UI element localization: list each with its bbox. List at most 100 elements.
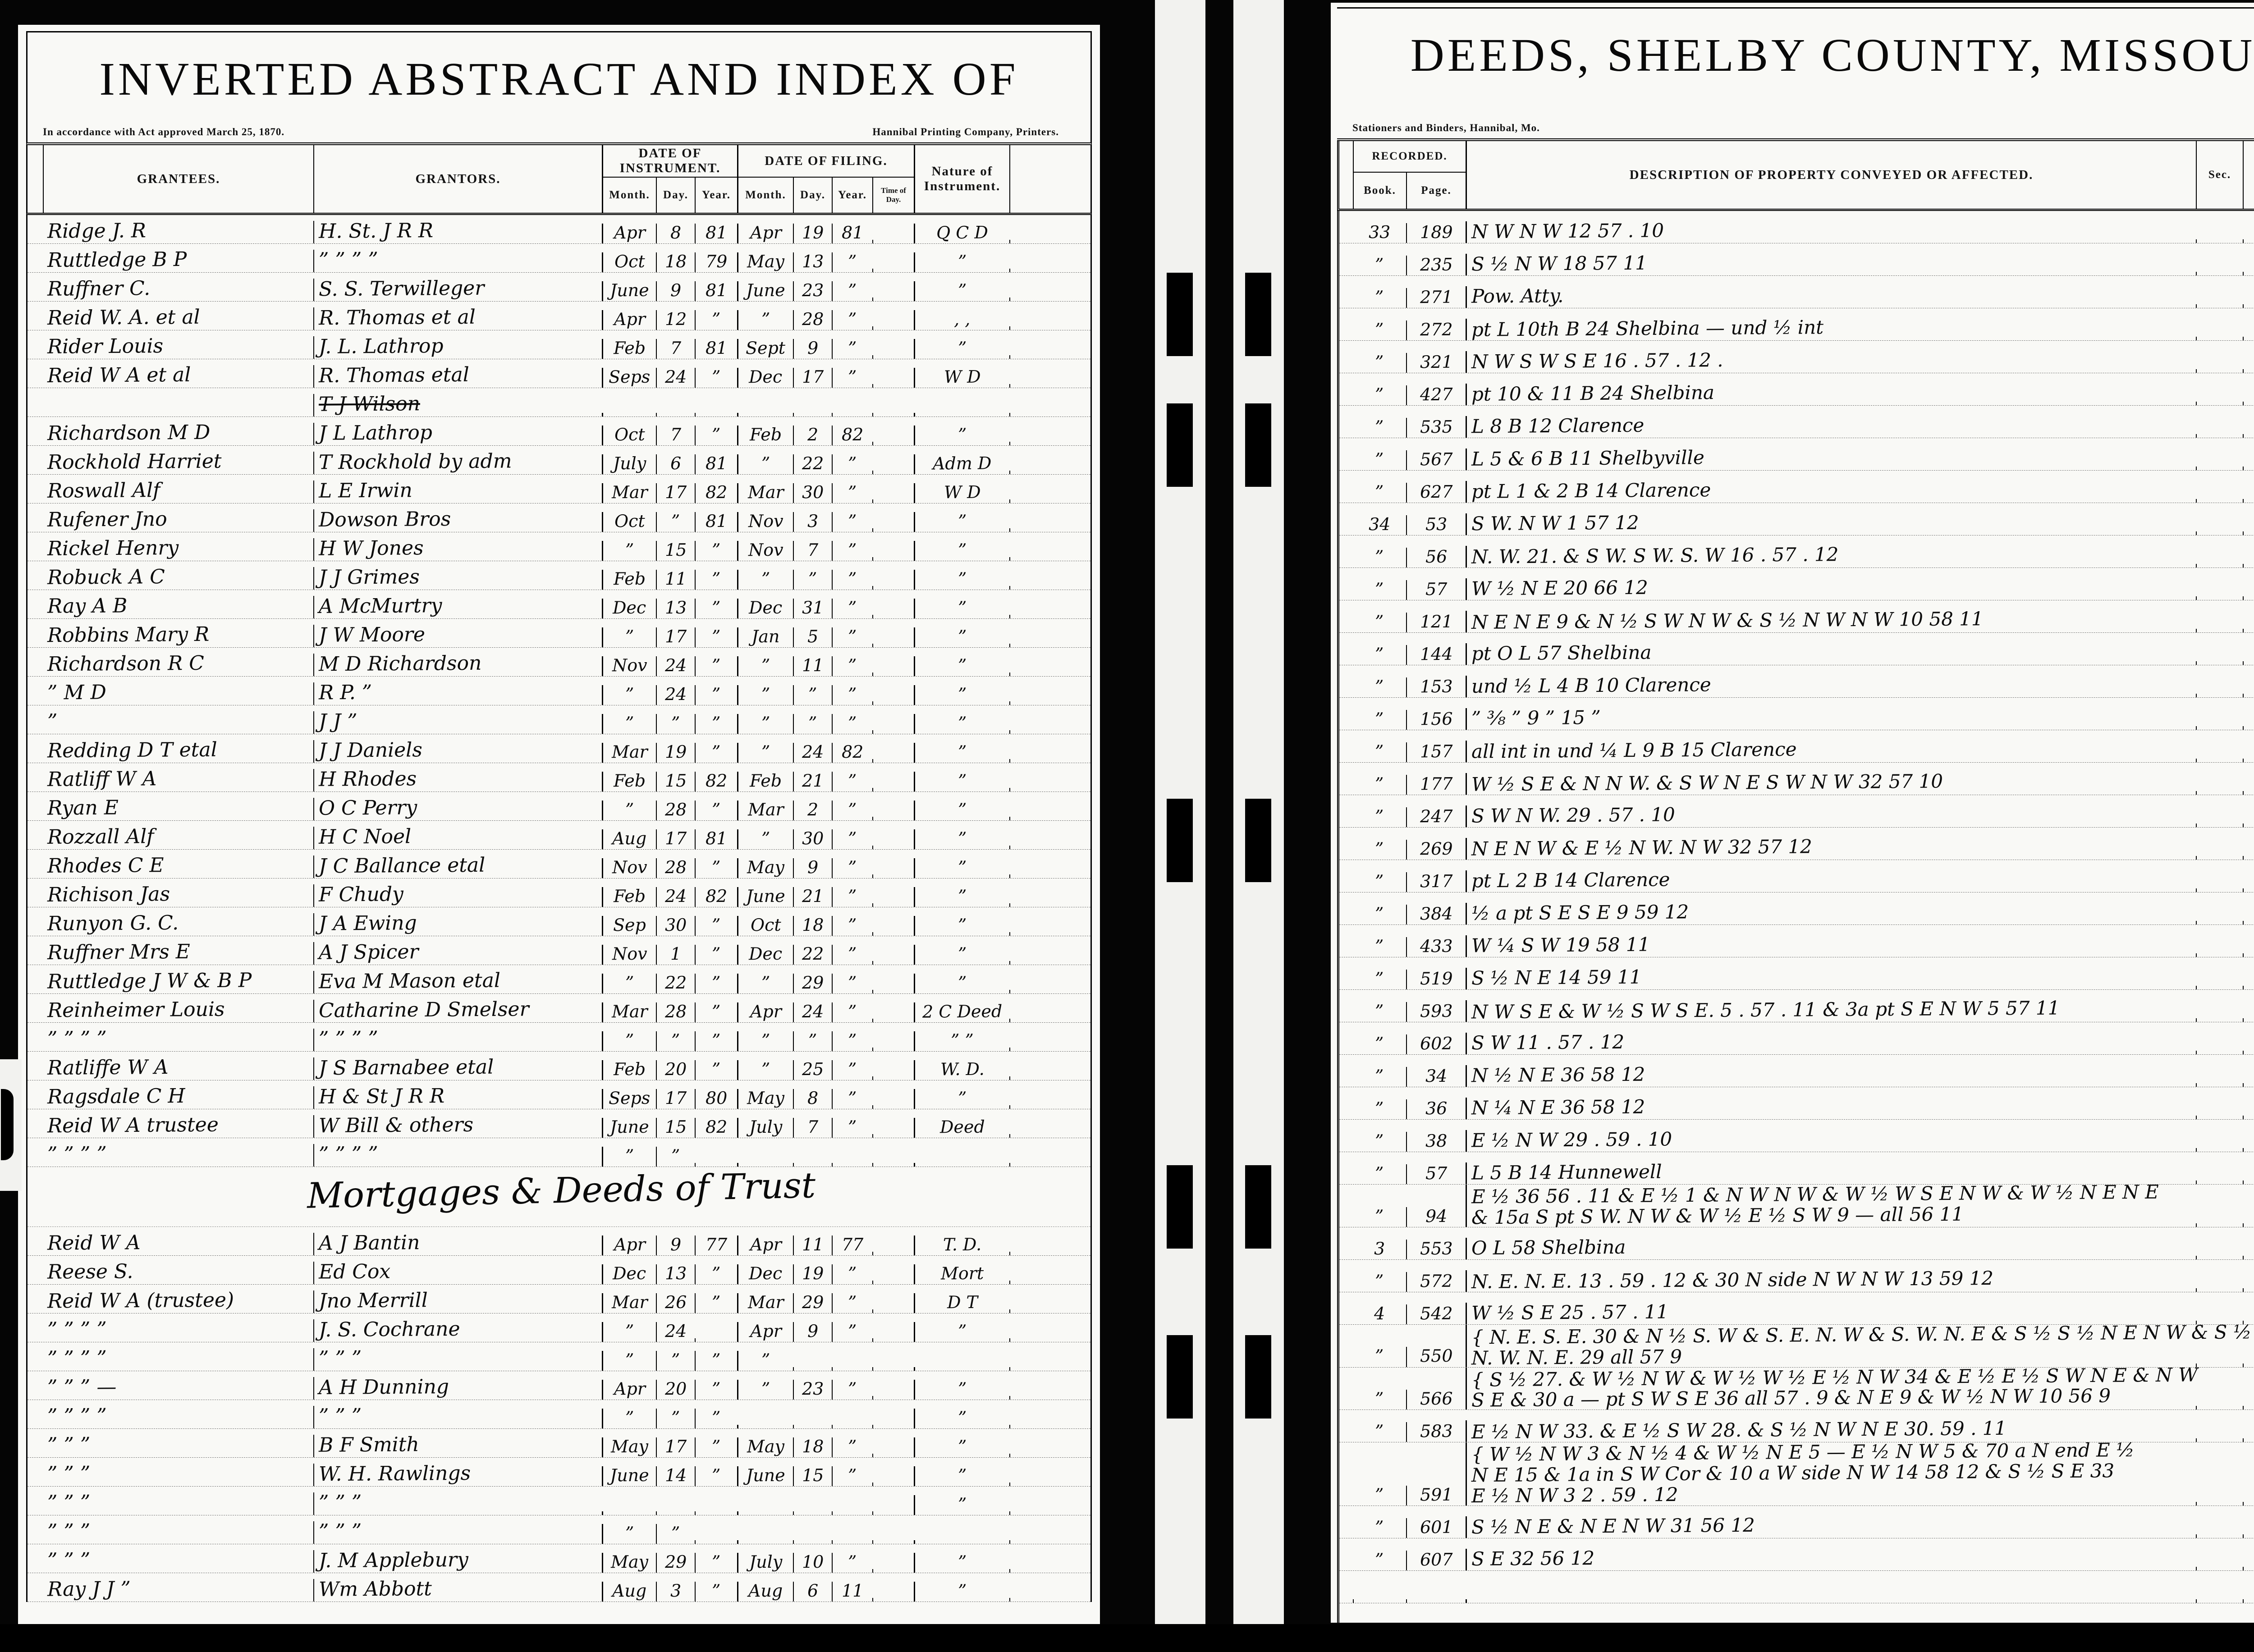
twp-cell bbox=[2243, 564, 2254, 567]
grantee-cell: Reid W A (trustee) bbox=[43, 1289, 313, 1313]
deed-index-row: Ryan E O C Perry ” 28 ” Mar 2 ” ” bbox=[27, 792, 1090, 821]
description-line: L 5 B 14 Hunnewell bbox=[1471, 1160, 1662, 1184]
instrument-year-cell: ” bbox=[695, 425, 737, 445]
filing-day-cell-value: 2 bbox=[807, 799, 819, 819]
instrument-day-cell-value: 11 bbox=[664, 568, 687, 589]
instrument-day-cell: 12 bbox=[656, 309, 695, 330]
row-gutter bbox=[27, 817, 43, 820]
instrument-year-cell-value: 79 bbox=[705, 251, 728, 272]
row-gutter bbox=[27, 1134, 43, 1138]
description-cell: E ½ N W 33. & E ½ S W 28. & S ½ N W N E … bbox=[1466, 1417, 2196, 1443]
filing-month-cell-value: July bbox=[749, 1117, 783, 1137]
deed-index-row: Richardson M D J L Lathrop Oct 7 ” Feb 2 82 ” bbox=[27, 417, 1090, 446]
property-description-row: ” 94 E ½ 36 56 . 11 & E ½ 1 & N W N W & W … bbox=[1339, 1181, 2254, 1228]
row-gutter bbox=[27, 297, 43, 301]
filing-time-cell bbox=[872, 1425, 914, 1428]
grantee-cell: ” ” ” — bbox=[43, 1376, 313, 1400]
page-cell-value: 247 bbox=[1420, 806, 1453, 827]
instrument-year-cell-value: 81 bbox=[705, 828, 728, 849]
filing-month-cell bbox=[737, 1540, 793, 1544]
instrument-day-cell-value: 15 bbox=[664, 770, 687, 791]
grantee-cell-value: Rhodes C E bbox=[47, 854, 164, 878]
book-cell-value: ” bbox=[1375, 1271, 1384, 1291]
row-gutter bbox=[1339, 1567, 1353, 1570]
scratch-cell bbox=[1009, 1309, 1090, 1313]
instrument-month-cell-value: Apr bbox=[614, 1378, 646, 1399]
twp-cell bbox=[2243, 1288, 2254, 1292]
property-description-row: ” 535 L 8 B 12 Clarence bbox=[1339, 406, 2254, 438]
row-gutter bbox=[27, 442, 43, 445]
scratch-cell bbox=[1009, 1338, 1090, 1342]
nature-cell-value: ” bbox=[957, 1321, 967, 1341]
filing-month-cell: Apr bbox=[737, 1235, 793, 1255]
book-cell-value: ” bbox=[1375, 1130, 1384, 1151]
instrument-day-cell: 24 bbox=[656, 655, 695, 676]
description-cell: W ½ N E 20 66 12 bbox=[1466, 576, 2196, 600]
description-cell: W ½ S E 25 . 57 . 11 bbox=[1466, 1300, 2196, 1324]
description-line: W ½ N E 20 66 12 bbox=[1471, 576, 1648, 600]
grantee-cell: Rockhold Harriet bbox=[43, 450, 313, 474]
filing-year-cell-value: ” bbox=[848, 799, 857, 819]
grantee-cell: Ray A B bbox=[43, 595, 313, 618]
filing-day-cell-value: 29 bbox=[802, 1292, 824, 1313]
filing-month-cell-value: ” bbox=[761, 655, 770, 675]
row-gutter bbox=[27, 1511, 43, 1515]
description-cell: S W N W. 29 . 57 . 10 bbox=[1466, 804, 2196, 827]
nature-cell-value: ” bbox=[957, 1580, 967, 1601]
filing-day-cell: 30 bbox=[793, 482, 832, 503]
instrument-year-cell: ” bbox=[695, 857, 737, 878]
page-cell-value: 553 bbox=[1420, 1238, 1453, 1258]
instrument-year-cell-value: 77 bbox=[705, 1234, 728, 1255]
sprocket-hole bbox=[1167, 1165, 1193, 1249]
instrument-month-cell: ” bbox=[602, 1408, 656, 1428]
scratch-cell bbox=[1009, 701, 1090, 705]
book-cell: ” bbox=[1353, 255, 1406, 275]
page-cell: 591 bbox=[1406, 1485, 1466, 1506]
grantee-cell-value: Richardson R C bbox=[47, 651, 204, 676]
filing-month-cell-value: Oct bbox=[750, 915, 781, 935]
row-gutter bbox=[27, 961, 43, 965]
filing-year-cell-value: ” bbox=[848, 1088, 857, 1108]
description-line: N W S E & W ½ S W S E. 5 . 57 . 11 & 3a … bbox=[1471, 997, 2060, 1023]
instrument-year-cell: 81 bbox=[695, 828, 737, 849]
description-line: pt L 1 & 2 B 14 Clarence bbox=[1471, 479, 1711, 503]
instrument-day-cell-value: 13 bbox=[664, 597, 687, 618]
instrument-year-cell: 77 bbox=[695, 1234, 737, 1255]
filing-year-cell-value: ” bbox=[848, 1292, 857, 1312]
description-cell: L 5 & 6 B 11 Shelbyville bbox=[1466, 446, 2196, 470]
grantee-cell: Rickel Henry bbox=[43, 536, 313, 561]
filing-year-cell-value: ” bbox=[848, 1030, 857, 1050]
instrument-month-cell: Dec bbox=[602, 598, 656, 618]
grantor-cell-value: M D Richardson bbox=[318, 651, 482, 676]
page-cell-value: 593 bbox=[1420, 1001, 1453, 1021]
grantors-header: GRANTORS. bbox=[313, 145, 602, 213]
grantor-cell-value: ” ” ” ” bbox=[318, 248, 379, 272]
sec-cell bbox=[2196, 1116, 2243, 1119]
instrument-month-cell-value: ” bbox=[625, 1350, 634, 1370]
twp-cell bbox=[2243, 759, 2254, 762]
book-cell-value: 3 bbox=[1374, 1238, 1385, 1258]
book-cell: ” bbox=[1353, 1206, 1406, 1227]
nature-cell: Q C D bbox=[914, 223, 1009, 243]
instrument-day-cell-value: 15 bbox=[664, 540, 687, 560]
page-cell-value: 189 bbox=[1420, 222, 1453, 243]
grantee-cell-value: Ryan E bbox=[47, 796, 119, 820]
nature-cell-value: ” bbox=[957, 972, 967, 993]
instrument-year-cell: 80 bbox=[695, 1088, 737, 1109]
filing-month-cell: May bbox=[737, 1437, 793, 1457]
book-cell-value: ” bbox=[1375, 1517, 1384, 1537]
nature-cell: ” bbox=[914, 569, 1009, 590]
filing-year-cell-value: ” bbox=[848, 597, 857, 618]
grantor-cell-value: Ed Cox bbox=[318, 1260, 391, 1284]
book-cell-value: ” bbox=[1375, 319, 1384, 339]
book-cell-value: ” bbox=[1375, 1549, 1384, 1570]
book-cell-value: ” bbox=[1375, 1066, 1384, 1086]
filing-time-cell bbox=[872, 1076, 914, 1080]
row-gutter bbox=[27, 1105, 43, 1109]
book-cell: ” bbox=[1353, 612, 1406, 632]
filing-year-cell-value: ” bbox=[848, 857, 857, 877]
book-cell-value: 33 bbox=[1368, 222, 1391, 243]
row-gutter bbox=[27, 759, 43, 763]
filing-year-cell: 82 bbox=[832, 742, 872, 763]
page-cell: 627 bbox=[1406, 482, 1466, 503]
